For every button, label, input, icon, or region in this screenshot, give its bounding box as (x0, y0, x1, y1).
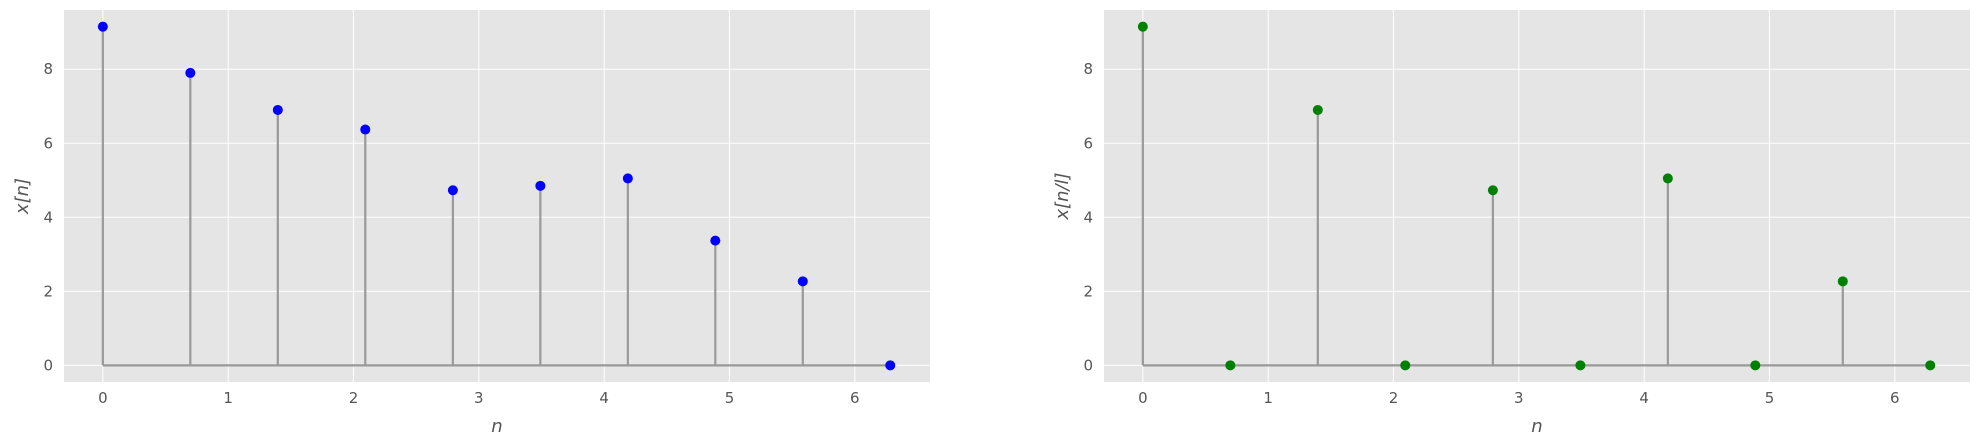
x-tick-label: 6 (1890, 389, 1900, 407)
y-axis-label: x[n] (12, 178, 33, 215)
data-point (1312, 104, 1323, 115)
y-tick-label: 4 (1083, 208, 1093, 226)
x-tick-label: 5 (1765, 389, 1775, 407)
data-point (272, 104, 283, 115)
x-tick-label: 4 (1639, 389, 1649, 407)
y-tick-label: 6 (1083, 134, 1093, 152)
data-point (885, 360, 896, 371)
chart-right: 0 1 2 3 4 5 6 0 2 4 6 8 n x[n/l] (1052, 10, 1970, 437)
x-axis-label: n (1531, 416, 1542, 437)
y-tick-label: 0 (43, 356, 53, 374)
x-tick-label: 6 (850, 389, 860, 407)
plot-area (1104, 10, 1970, 382)
y-tick-label: 2 (1083, 282, 1093, 300)
x-axis-label: n (491, 416, 502, 437)
x-tick-label: 1 (223, 389, 233, 407)
data-point (1750, 360, 1761, 371)
data-point (1662, 173, 1673, 184)
data-point (185, 67, 196, 78)
x-tick-label: 3 (474, 389, 484, 407)
x-tick-label: 3 (1514, 389, 1524, 407)
data-point (447, 185, 458, 196)
chart-left: 0 1 2 3 4 5 6 0 2 4 6 8 n x[n] (12, 10, 930, 437)
x-tick-label: 2 (1389, 389, 1399, 407)
data-point (710, 235, 721, 246)
x-tick-label: 5 (725, 389, 735, 407)
x-tick-label: 0 (98, 389, 108, 407)
y-tick-label: 8 (43, 60, 53, 78)
data-point (1487, 185, 1498, 196)
x-tick-label: 0 (1138, 389, 1148, 407)
y-tick-label: 8 (1083, 60, 1093, 78)
data-point (1925, 360, 1936, 371)
y-axis-label: x[n/l] (1052, 172, 1073, 220)
data-point (360, 124, 371, 135)
plot-area (64, 10, 930, 382)
data-point (622, 173, 633, 184)
y-tick-label: 2 (43, 282, 53, 300)
data-point (1400, 360, 1411, 371)
data-point (1137, 21, 1148, 32)
y-tick-label: 4 (43, 208, 53, 226)
x-tick-label: 4 (599, 389, 609, 407)
x-tick-label: 2 (349, 389, 359, 407)
y-tick-label: 6 (43, 134, 53, 152)
data-point (797, 276, 808, 287)
data-point (535, 180, 546, 191)
data-point (1225, 360, 1236, 371)
x-tick-label: 1 (1263, 389, 1273, 407)
data-point (1575, 360, 1586, 371)
y-tick-label: 0 (1083, 356, 1093, 374)
data-point (1837, 276, 1848, 287)
data-point (97, 21, 108, 32)
